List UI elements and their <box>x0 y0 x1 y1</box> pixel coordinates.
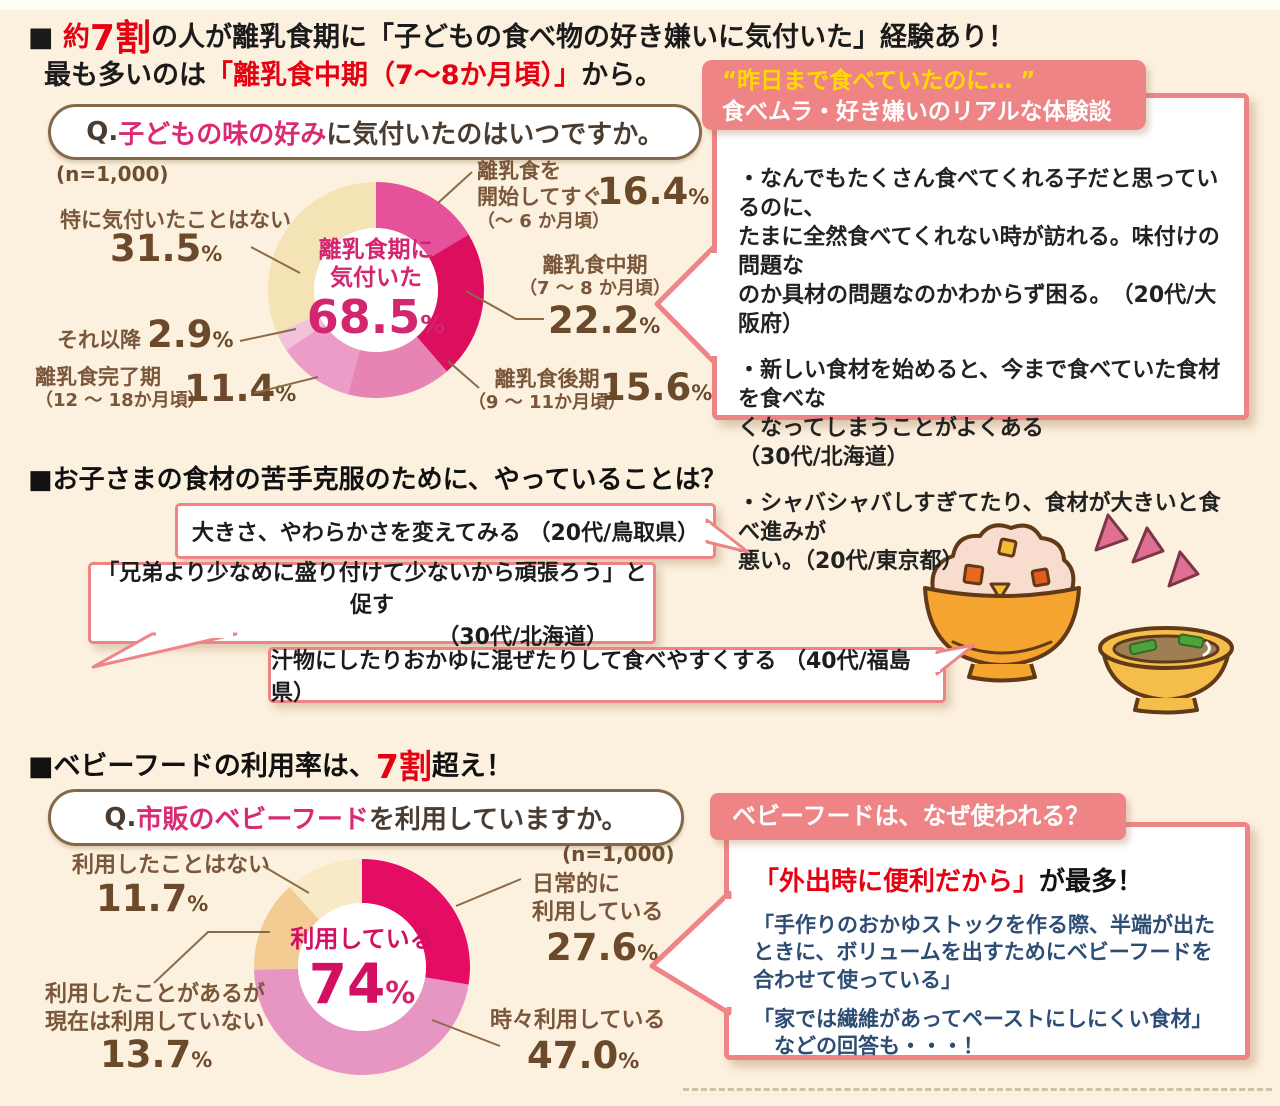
donut1-label-late: 離乳食後期 （9 ～ 11か月頃） <box>467 367 627 414</box>
donut2-center-label: 利用している 74% <box>290 925 434 1016</box>
reason-tab-text: ベビーフードは、なぜ使われる？ <box>732 802 1090 830</box>
question2-box: Q. 市販のベビーフード を利用していますか。 <box>48 789 684 846</box>
speech-bubble-3: 汁物にしたりおかゆに混ぜたりして食べやすくする （40代/福島県） <box>268 647 946 706</box>
question1-rest: に気付いたのはいつですか。 <box>326 119 664 150</box>
reason-quote: 「家では繊維があってペーストにしにくい食材」 などの回答も・・・！ <box>753 1006 1213 1059</box>
section3-heading: ■ベビーフードの利用率は、7割超え！ <box>28 747 513 786</box>
speech-bubble-1-text: 大きさ、やわらかさを変えてみる （20代/鳥取県） <box>191 521 700 546</box>
testimonial-tab-line2: 食べムラ・好き嫌いのリアルな体験談 <box>722 99 1112 126</box>
speech-bubble-2-line1: 「兄弟より少なめに盛り付けて少ないから頑張ろう」と促す <box>97 561 647 618</box>
testimonial-tab: “昨日まで食べていたのに… ” 食べムラ・好き嫌いのリアルな体験談 <box>702 60 1146 130</box>
donut1-label-none: 特に気付いたことはない <box>60 208 291 232</box>
donut1-label-after: それ以降 <box>57 328 141 352</box>
question1-box: Q. 子どもの味の好み に気付いたのはいつですか。 <box>48 104 702 160</box>
speech-bubble-2: 「兄弟より少なめに盛り付けて少ないから頑張ろう」と促す （30代/北海道） <box>88 561 656 650</box>
donut2-label-sometimes: 時々利用している <box>490 1008 666 1033</box>
reason-quote: 「手作りのおかゆストックを作る際、半端が出た ときに、ボリュームを出すためにベビ… <box>753 913 1215 992</box>
donut1-label-mid: 離乳食中期 （7 ～ 8 か月頃） <box>519 253 671 300</box>
donut1-center-label: 離乳食期に 気付いた 68.5% <box>306 237 446 345</box>
question2-rest: を利用していますか。 <box>368 805 628 835</box>
sample-size-1: (n=1,000) <box>56 162 169 186</box>
donut1-label-start: 離乳食を 開始してすぐ （～ 6 か月頃） <box>477 159 611 232</box>
donut1-value-mid: 22.2% <box>548 299 661 342</box>
donut2-value-sometimes: 47.0% <box>527 1034 640 1077</box>
testimonial-item: ・なんでもたくさん食べてくれる子だと思っているのに、 たまに全然食べてくれない時… <box>738 167 1220 338</box>
reason-box: 「外出時に便利だから」が最多！ 「手作りのおかゆストックを作る際、半端が出た と… <box>724 822 1250 1060</box>
soup-bowl-icon <box>1098 626 1234 715</box>
donut1-value-late: 15.6% <box>600 366 713 409</box>
speech-bubble-3-text: 汁物にしたりおかゆに混ぜたりして食べやすくする （40代/福島県） <box>271 649 911 706</box>
sample-size-2: (n=1,000) <box>562 842 675 866</box>
testimonial-item: ・新しい食材を始めると、今まで食べていた食材を食べな くなってしまうことがよくあ… <box>738 358 1221 471</box>
donut2-label-daily: 日常的に 利用している <box>532 872 664 925</box>
donut1-label-done: 離乳食完了期 （12 ～ 18か月頃） <box>35 365 206 412</box>
question1-highlight: 子どもの味の好み <box>118 119 327 150</box>
donut1-value-start: 16.4% <box>597 170 710 213</box>
headline-line2: 最も多いのは「離乳食中期（7～8か月頃）」から。 <box>44 60 663 91</box>
donut2-label-never: 利用したことはない <box>72 853 271 878</box>
donut1-value-none: 31.5% <box>110 227 223 270</box>
donut1-value-done: 11.4% <box>184 367 297 410</box>
speech-bubble-2-line2: （30代/北海道） <box>437 625 608 650</box>
question2-highlight: 市販のベビーフード <box>136 805 369 835</box>
speech-bubble-1: 大きさ、やわらかさを変えてみる （20代/鳥取県） <box>175 503 716 559</box>
top-strip <box>0 0 1280 10</box>
reason-tab: ベビーフードは、なぜ使われる？ <box>710 793 1126 840</box>
sparkle-triangles-icon <box>1094 513 1200 588</box>
testimonial-item: ・シャバシャバしすぎてたり、食材が大きいと食べ進みが 悪い。（20代/東京都） <box>738 491 1221 575</box>
donut2-label-past: 利用したことがあるが 現在は利用していない <box>45 982 266 1035</box>
donut2-value-daily: 27.6% <box>546 926 659 969</box>
donut2-value-never: 11.7% <box>96 877 209 920</box>
reason-headline: 「外出時に便利だから」が最多！ <box>753 867 1144 897</box>
question1-prefix: Q. <box>86 117 119 147</box>
donut1-value-after: 2.9% <box>147 313 234 356</box>
donut2-value-past: 13.7% <box>100 1033 213 1076</box>
section2-heading: ■お子さまの食材の苦手克服のために、やっていることは？ <box>28 465 727 495</box>
headline-line1: ■ 約7割の人が離乳食期に「子どもの食べ物の好き嫌いに気付いた」経験あり！ <box>28 18 1015 59</box>
testimonial-box: ・なんでもたくさん食べてくれる子だと思っているのに、 たまに全然食べてくれない時… <box>712 93 1249 574</box>
bottom-dashed-divider <box>683 1088 1272 1091</box>
reason-box-tail <box>649 890 735 1016</box>
question2-prefix: Q. <box>104 802 137 833</box>
testimonial-tab-line1: “昨日まで食べていたのに… ” <box>722 68 1036 94</box>
donut-chart-1 <box>268 182 484 398</box>
